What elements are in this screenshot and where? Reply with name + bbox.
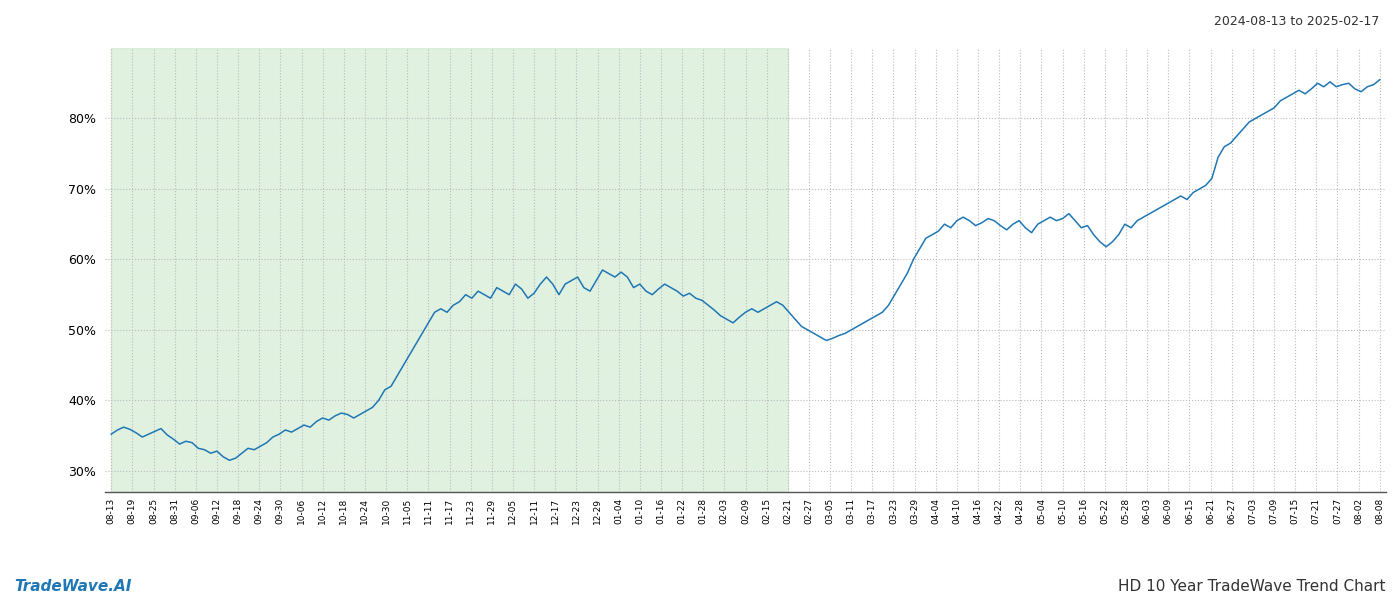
Text: 2024-08-13 to 2025-02-17: 2024-08-13 to 2025-02-17 — [1214, 15, 1379, 28]
Text: HD 10 Year TradeWave Trend Chart: HD 10 Year TradeWave Trend Chart — [1119, 579, 1386, 594]
Bar — [111, 48, 788, 492]
Text: TradeWave.AI: TradeWave.AI — [14, 579, 132, 594]
